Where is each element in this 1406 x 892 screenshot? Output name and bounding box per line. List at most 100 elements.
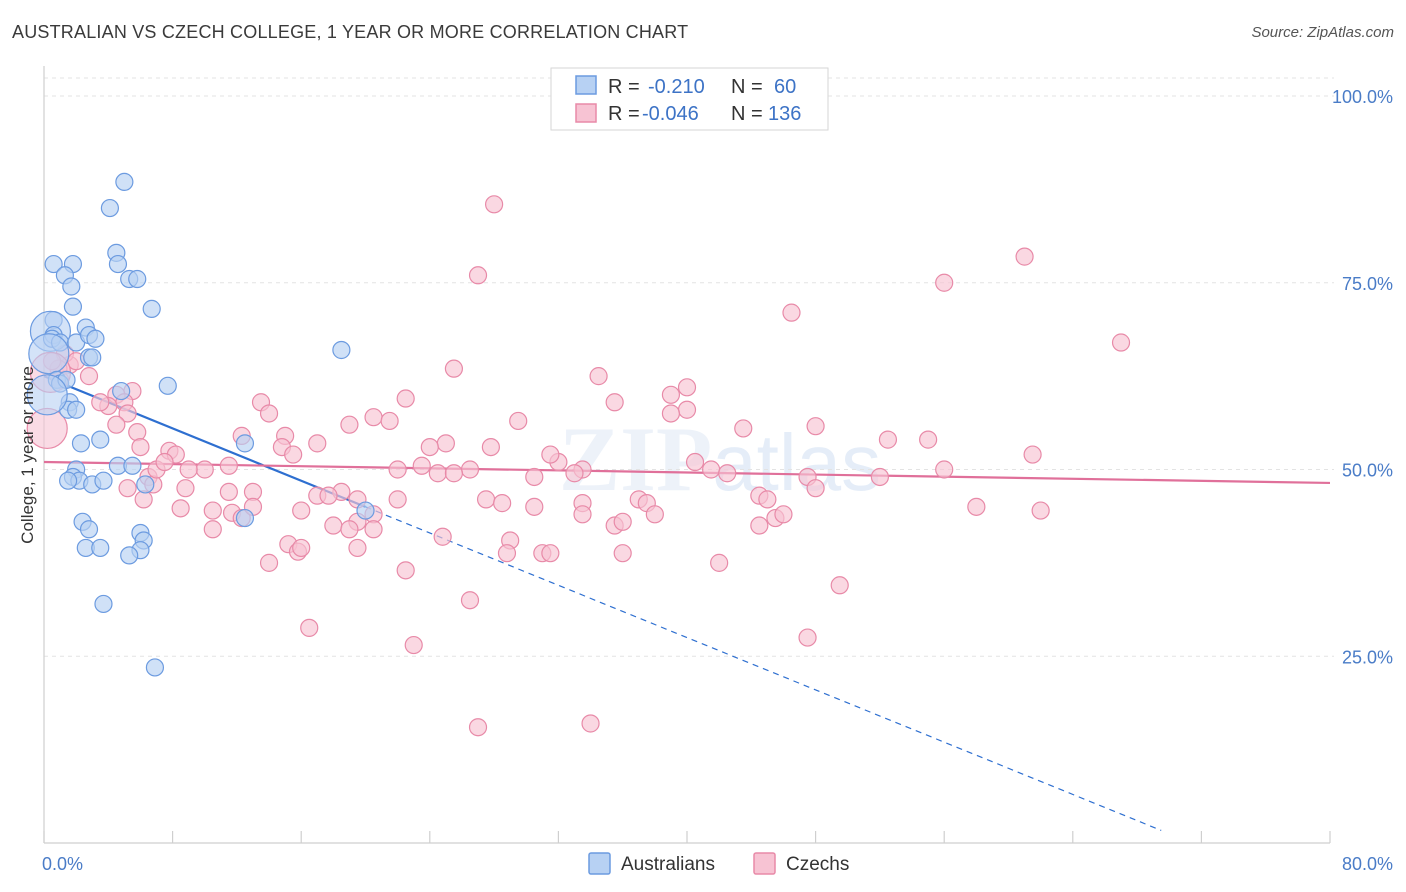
czechs-point (259, 404, 279, 423)
legend-r-value-1: -0.210 (648, 76, 705, 98)
australians-point (91, 538, 110, 558)
legend-n-label-1: N = (731, 76, 763, 98)
czechs-point (830, 576, 849, 595)
australians-point (356, 501, 375, 520)
czechs-point (340, 415, 359, 434)
czechs-point (319, 486, 338, 505)
czechs-point (118, 404, 137, 423)
australians-point (108, 254, 128, 274)
czechs-point (404, 635, 423, 655)
australians-point (86, 329, 105, 348)
czechs-point (481, 437, 500, 457)
czechs-point (782, 303, 801, 322)
australians-point (63, 297, 83, 316)
czechs-point (1015, 247, 1034, 266)
legend-swatch-australians (575, 75, 597, 95)
czechs-point (1031, 501, 1050, 520)
czechs-point (734, 419, 753, 438)
czechs-point (91, 393, 110, 412)
australians-point (83, 348, 102, 367)
czechs-point (171, 499, 190, 518)
czechs-point (798, 628, 817, 647)
czechs-point (219, 456, 238, 475)
australians-point (235, 434, 255, 453)
czechs-point (718, 464, 737, 483)
czechs-point (195, 460, 214, 479)
czechs-point (444, 464, 464, 483)
czechs-point (444, 359, 464, 378)
czechs-point (661, 385, 681, 404)
australians-point (62, 277, 81, 296)
y-tick-label-75: 75.0% (1342, 274, 1393, 294)
czechs-point (565, 464, 584, 483)
czechs-point (364, 408, 383, 427)
czechs-point (436, 434, 455, 453)
australians-point (136, 475, 155, 494)
australians-points (26, 172, 375, 677)
czechs-point (919, 430, 938, 449)
watermark: ZIPatlas (559, 408, 881, 510)
legend-n-label-2: N = (731, 103, 763, 125)
czechs-point (935, 273, 954, 292)
bottom-legend-swatch-australians (588, 852, 611, 875)
czechs-point (493, 494, 512, 513)
czechs-point (509, 411, 528, 431)
czechs-point (364, 520, 383, 539)
australians-point (235, 508, 255, 528)
y-tick-labels: 25.0% 50.0% 75.0% 100.0% (1332, 87, 1393, 667)
czechs-point (476, 490, 496, 509)
czechs-point (774, 505, 793, 524)
australians-point (142, 299, 161, 318)
czechs-point (1111, 333, 1131, 352)
czechs-point (155, 452, 174, 472)
australians-point (332, 340, 351, 360)
czechs-point (348, 538, 367, 558)
czechs-point (396, 389, 415, 408)
legend-r-label-2: R = (608, 103, 640, 125)
y-axis-label: College, 1 year or more (18, 366, 37, 544)
czechs-point (396, 561, 415, 580)
czechs-point (589, 367, 608, 386)
legend-r-value-2: -0.046 (642, 103, 699, 125)
australians-trend-extension (365, 506, 1162, 831)
czechs-point (485, 195, 504, 214)
czechs-point (460, 460, 480, 479)
czechs-point (219, 482, 238, 502)
axes (43, 66, 1331, 844)
czechs-point (131, 437, 150, 457)
y-tick-label-100: 100.0% (1332, 87, 1393, 107)
czechs-point (292, 501, 311, 520)
chart-title: AUSTRALIAN VS CZECH COLLEGE, 1 YEAR OR M… (12, 22, 689, 42)
czechs-point (380, 411, 399, 431)
czechs-point (118, 479, 137, 498)
australians-point (115, 172, 134, 192)
czechs-point (128, 423, 147, 442)
czechs-point (292, 538, 311, 558)
czechs-point (525, 467, 544, 487)
australians-point (158, 376, 177, 395)
australians-point (28, 333, 70, 375)
australians-point (67, 400, 86, 419)
czechs-point (605, 393, 624, 412)
czechs-point (340, 520, 359, 539)
czechs-point (134, 490, 153, 509)
czechs-point (460, 591, 480, 610)
x-tick-label-max: 80.0% (1342, 854, 1393, 874)
czechs-point (750, 516, 769, 535)
czechs-point (702, 460, 721, 479)
bottom-legend-swatch-czechs (753, 852, 776, 875)
czechs-point (710, 553, 729, 572)
czechs-point (613, 512, 632, 531)
czechs-point (284, 445, 303, 464)
czechs-point (203, 501, 222, 520)
czechs-point (870, 467, 890, 487)
czechs-point (79, 367, 99, 386)
australians-point (44, 254, 63, 274)
czechs-point (685, 452, 705, 472)
australians-point (91, 430, 110, 449)
czechs-point (878, 430, 898, 449)
czechs-point (541, 544, 560, 563)
czechs-point (300, 618, 319, 637)
czechs-point (758, 490, 777, 509)
